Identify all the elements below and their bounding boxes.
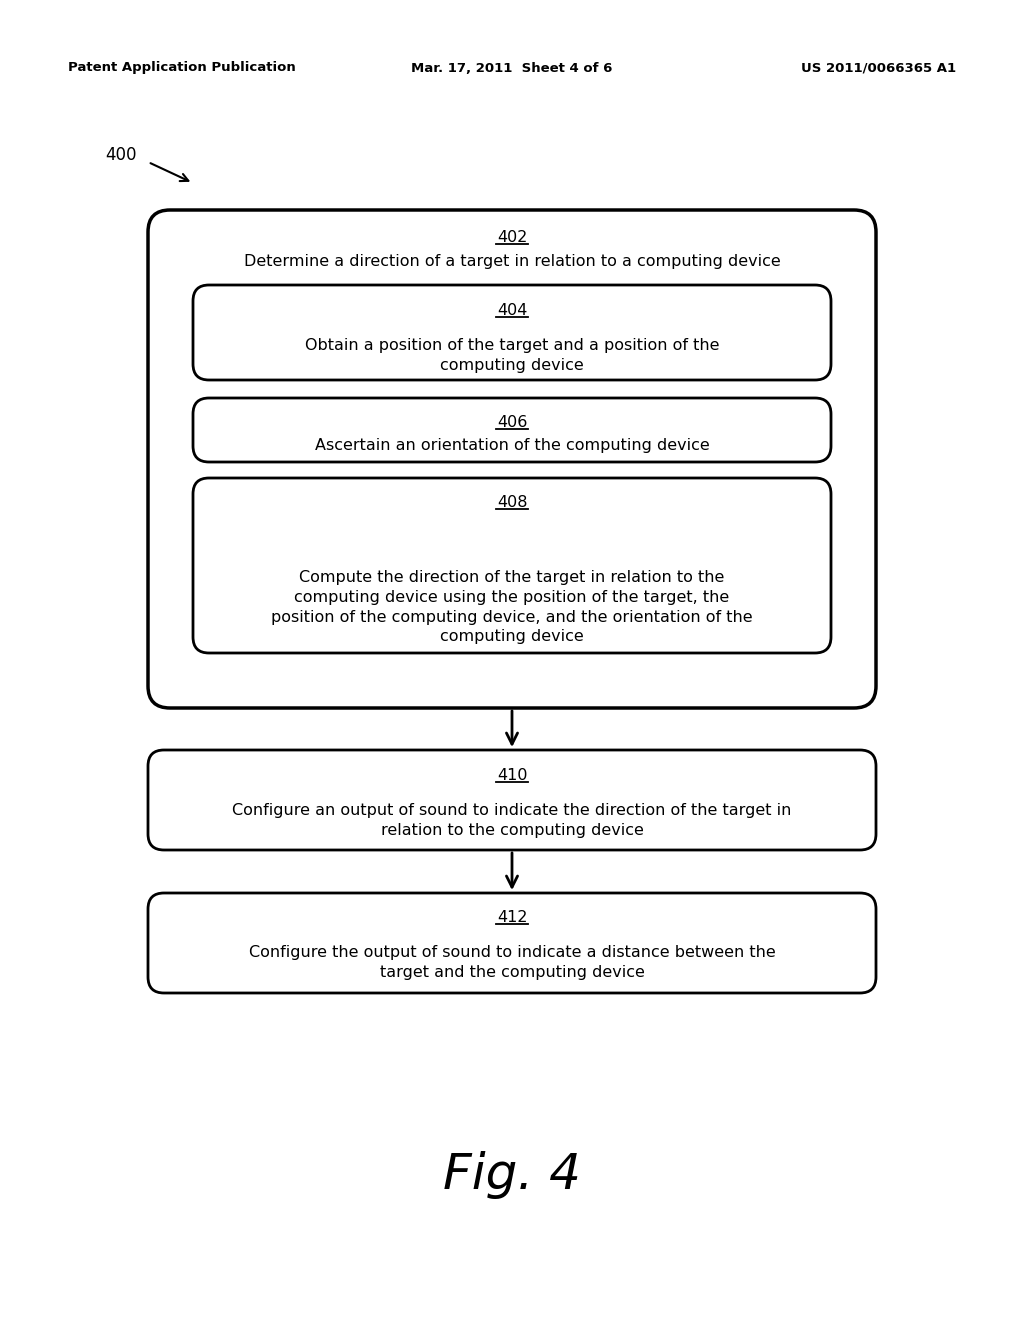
FancyBboxPatch shape xyxy=(193,399,831,462)
Text: 408: 408 xyxy=(497,495,527,510)
Text: Patent Application Publication: Patent Application Publication xyxy=(68,62,296,74)
FancyBboxPatch shape xyxy=(148,894,876,993)
Text: Mar. 17, 2011  Sheet 4 of 6: Mar. 17, 2011 Sheet 4 of 6 xyxy=(412,62,612,74)
Text: 412: 412 xyxy=(497,909,527,925)
FancyBboxPatch shape xyxy=(148,210,876,708)
Text: Determine a direction of a target in relation to a computing device: Determine a direction of a target in rel… xyxy=(244,253,780,269)
Text: Obtain a position of the target and a position of the
computing device: Obtain a position of the target and a po… xyxy=(305,338,719,372)
Text: Fig. 4: Fig. 4 xyxy=(443,1151,581,1199)
Text: Configure the output of sound to indicate a distance between the
target and the : Configure the output of sound to indicat… xyxy=(249,945,775,979)
Text: 406: 406 xyxy=(497,414,527,430)
Text: 402: 402 xyxy=(497,230,527,246)
Text: Ascertain an orientation of the computing device: Ascertain an orientation of the computin… xyxy=(314,438,710,453)
Text: 400: 400 xyxy=(105,147,136,164)
FancyBboxPatch shape xyxy=(148,750,876,850)
FancyBboxPatch shape xyxy=(193,285,831,380)
Text: Configure an output of sound to indicate the direction of the target in
relation: Configure an output of sound to indicate… xyxy=(232,803,792,838)
Text: 410: 410 xyxy=(497,768,527,783)
FancyBboxPatch shape xyxy=(193,478,831,653)
Text: Compute the direction of the target in relation to the
computing device using th: Compute the direction of the target in r… xyxy=(271,570,753,644)
Text: 404: 404 xyxy=(497,304,527,318)
Text: US 2011/0066365 A1: US 2011/0066365 A1 xyxy=(801,62,956,74)
